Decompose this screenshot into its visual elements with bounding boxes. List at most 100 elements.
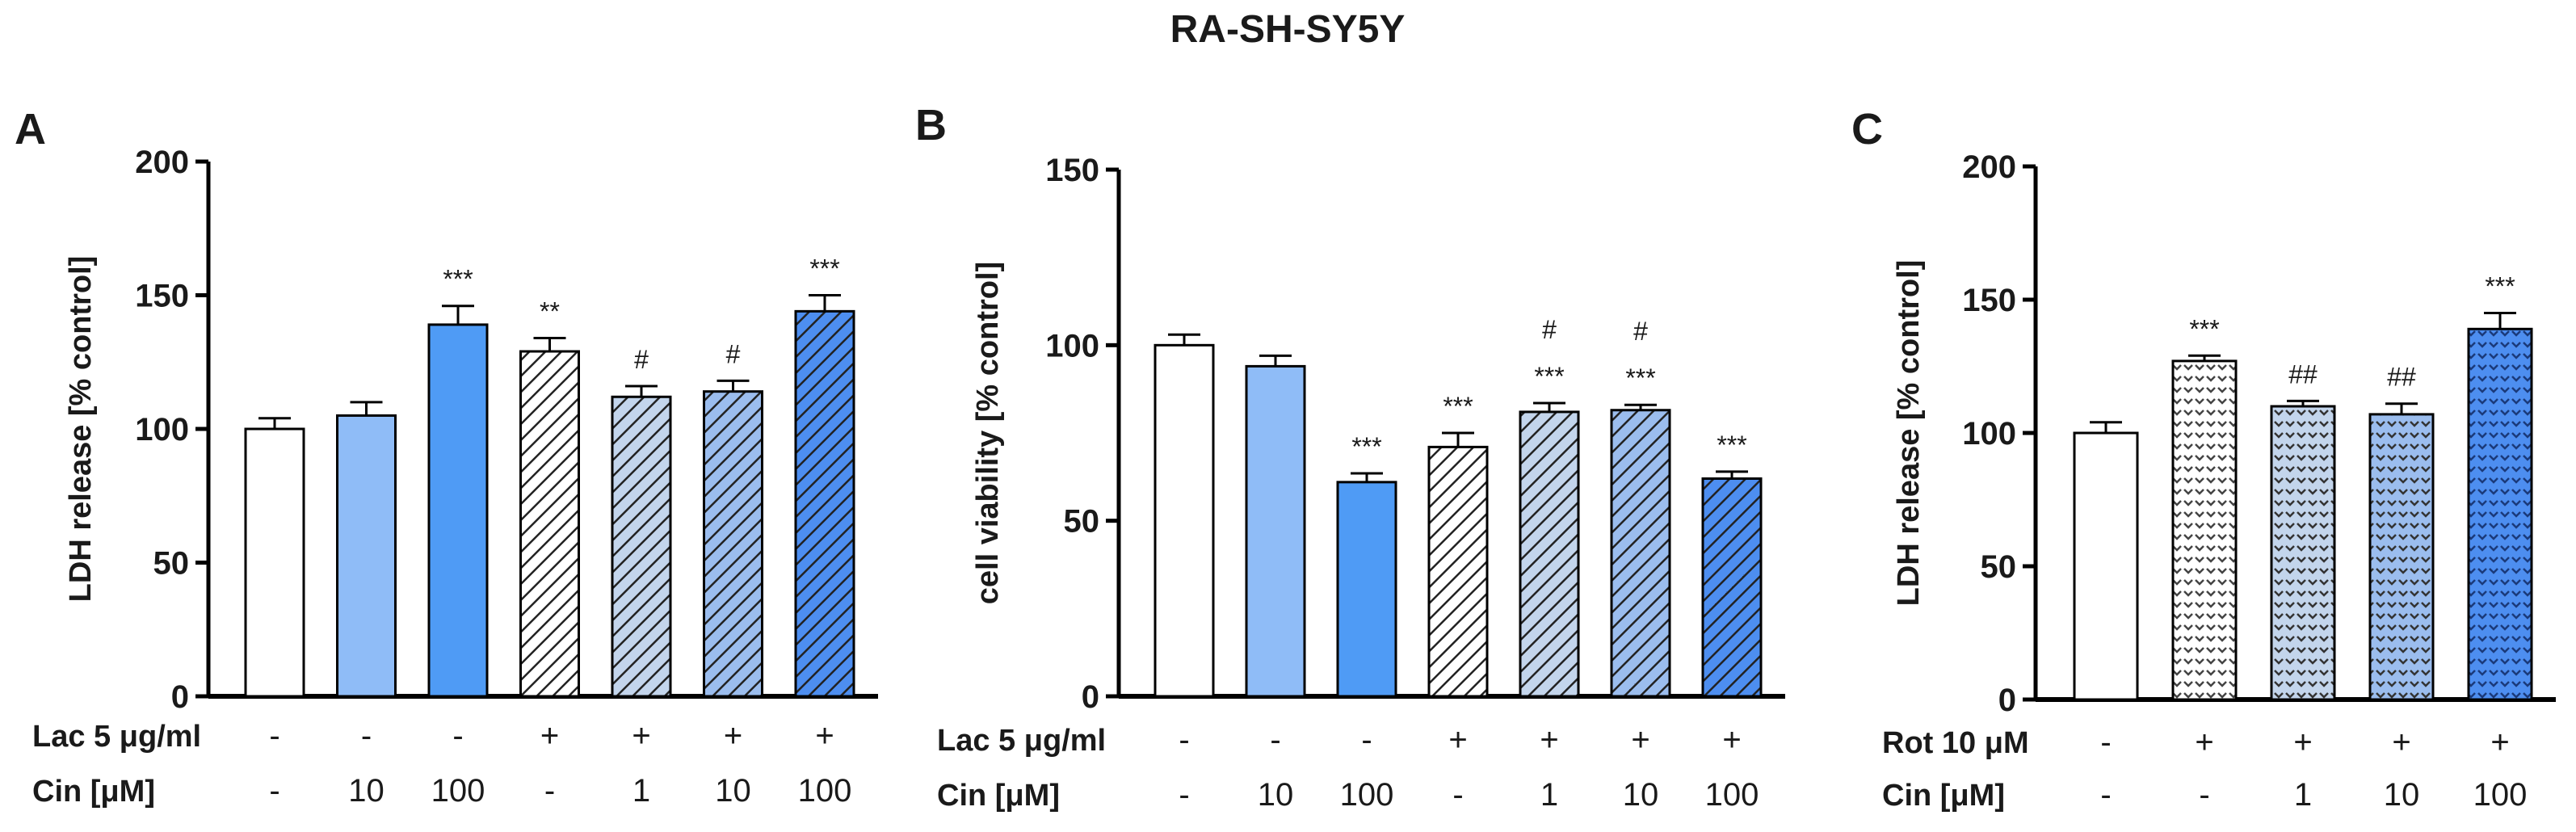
bar — [1336, 481, 1397, 698]
bar — [1245, 364, 1306, 698]
significance-label: *** — [1443, 392, 1473, 421]
condition-value: 10 — [715, 773, 751, 809]
bar — [1154, 343, 1215, 698]
condition-value: + — [815, 718, 834, 754]
condition-value: - — [544, 773, 555, 809]
y-tick-label: 50 — [1981, 549, 2017, 585]
significance-label: *** — [2189, 314, 2219, 343]
condition-label: Lac 5 μg/ml — [32, 720, 201, 754]
condition-value: 10 — [348, 773, 385, 809]
y-axis-label: LDH release [% control] — [1892, 260, 1926, 607]
condition-value: + — [2293, 725, 2312, 760]
bar — [427, 323, 489, 698]
condition-value: 10 — [2384, 777, 2420, 813]
y-axis-label: LDH release [% control] — [64, 256, 98, 603]
significance-label: # *** — [1534, 315, 1564, 391]
significance-label: # — [726, 339, 741, 368]
condition-value: 10 — [1258, 777, 1294, 813]
panel-letter: B — [915, 101, 947, 149]
y-axis-label: cell viability [% control] — [971, 262, 1005, 604]
condition-value: 100 — [1705, 777, 1759, 813]
condition-value: 100 — [798, 773, 852, 809]
condition-value: - — [1270, 722, 1280, 758]
y-tick-label: 50 — [153, 546, 190, 582]
y-tick-label: 150 — [135, 279, 189, 314]
condition-value: 10 — [1623, 777, 1659, 813]
bar — [1701, 477, 1763, 698]
significance-label: ## — [2288, 359, 2318, 389]
y-tick-label: 200 — [135, 145, 189, 180]
condition-value: + — [1722, 722, 1741, 758]
condition-value: + — [2195, 725, 2213, 760]
condition-value: - — [2100, 777, 2111, 813]
significance-label: *** — [1717, 431, 1746, 460]
y-tick-label: 0 — [1082, 679, 1099, 715]
condition-value: - — [452, 718, 463, 754]
bar — [2270, 405, 2336, 701]
significance-label: # *** — [1625, 317, 1655, 393]
y-tick-label: 50 — [1064, 504, 1100, 540]
y-tick-label: 150 — [1045, 153, 1099, 188]
condition-value: 1 — [1540, 777, 1558, 813]
condition-value: - — [269, 773, 279, 809]
significance-label: *** — [809, 254, 839, 284]
bar — [1519, 410, 1580, 698]
condition-label: Lac 5 μg/ml — [937, 724, 1106, 758]
bar — [1427, 445, 1489, 698]
condition-value: - — [1361, 722, 1372, 758]
bar — [794, 309, 855, 698]
panel-letter: C — [1851, 105, 1883, 153]
condition-value: 100 — [431, 773, 485, 809]
panel-letter: A — [15, 105, 46, 153]
figure-title: RA-SH-SY5Y — [1170, 8, 1406, 51]
bar — [1610, 409, 1671, 698]
condition-value: + — [1448, 722, 1467, 758]
bar — [703, 390, 763, 698]
condition-value: 1 — [632, 773, 650, 809]
condition-value: - — [1179, 722, 1189, 758]
significance-label: ## — [2387, 363, 2416, 392]
condition-value: - — [269, 718, 279, 754]
y-tick-label: 100 — [1045, 328, 1099, 363]
condition-value: - — [2100, 725, 2111, 760]
condition-label: Rot 10 μM — [1882, 726, 2029, 760]
condition-label: Cin [μM] — [937, 779, 1060, 813]
panel-a: A LDH release [% control] 0 50 100 150 200 - - - 1… — [15, 105, 878, 809]
bar — [519, 350, 580, 698]
condition-value: 100 — [2473, 777, 2528, 813]
condition-value: + — [2392, 725, 2410, 760]
condition-label: Cin [μM] — [32, 775, 155, 809]
condition-value: + — [724, 718, 742, 754]
condition-value: + — [540, 718, 559, 754]
significance-label: *** — [443, 265, 473, 294]
condition-value: + — [632, 718, 650, 754]
bar — [2368, 413, 2435, 701]
condition-value: - — [2199, 777, 2209, 813]
bar — [336, 414, 397, 698]
significance-label: *** — [2485, 272, 2515, 301]
y-tick-label: 150 — [1962, 283, 2016, 318]
significance-label: ** — [540, 296, 560, 326]
condition-value: - — [361, 718, 372, 754]
bar — [2171, 359, 2238, 701]
significance-label: *** — [1351, 432, 1381, 461]
bar — [2467, 327, 2533, 701]
y-tick-label: 200 — [1962, 149, 2016, 185]
bar — [611, 395, 672, 698]
y-tick-label: 0 — [171, 679, 189, 715]
condition-value: 100 — [1340, 777, 1394, 813]
condition-value: + — [1631, 722, 1649, 758]
bar — [244, 427, 305, 698]
condition-value: - — [1452, 777, 1463, 813]
significance-label: # — [634, 345, 649, 374]
condition-value: + — [1540, 722, 1558, 758]
condition-value: 1 — [2294, 777, 2312, 813]
bar — [2073, 431, 2139, 701]
condition-value: + — [2490, 725, 2509, 760]
y-tick-label: 100 — [1962, 416, 2016, 452]
panel-c: C LDH release [% control] 0 50 100 150 200 - - **… — [1851, 105, 2556, 813]
y-tick-label: 100 — [135, 412, 189, 448]
y-tick-label: 0 — [1998, 683, 2016, 718]
